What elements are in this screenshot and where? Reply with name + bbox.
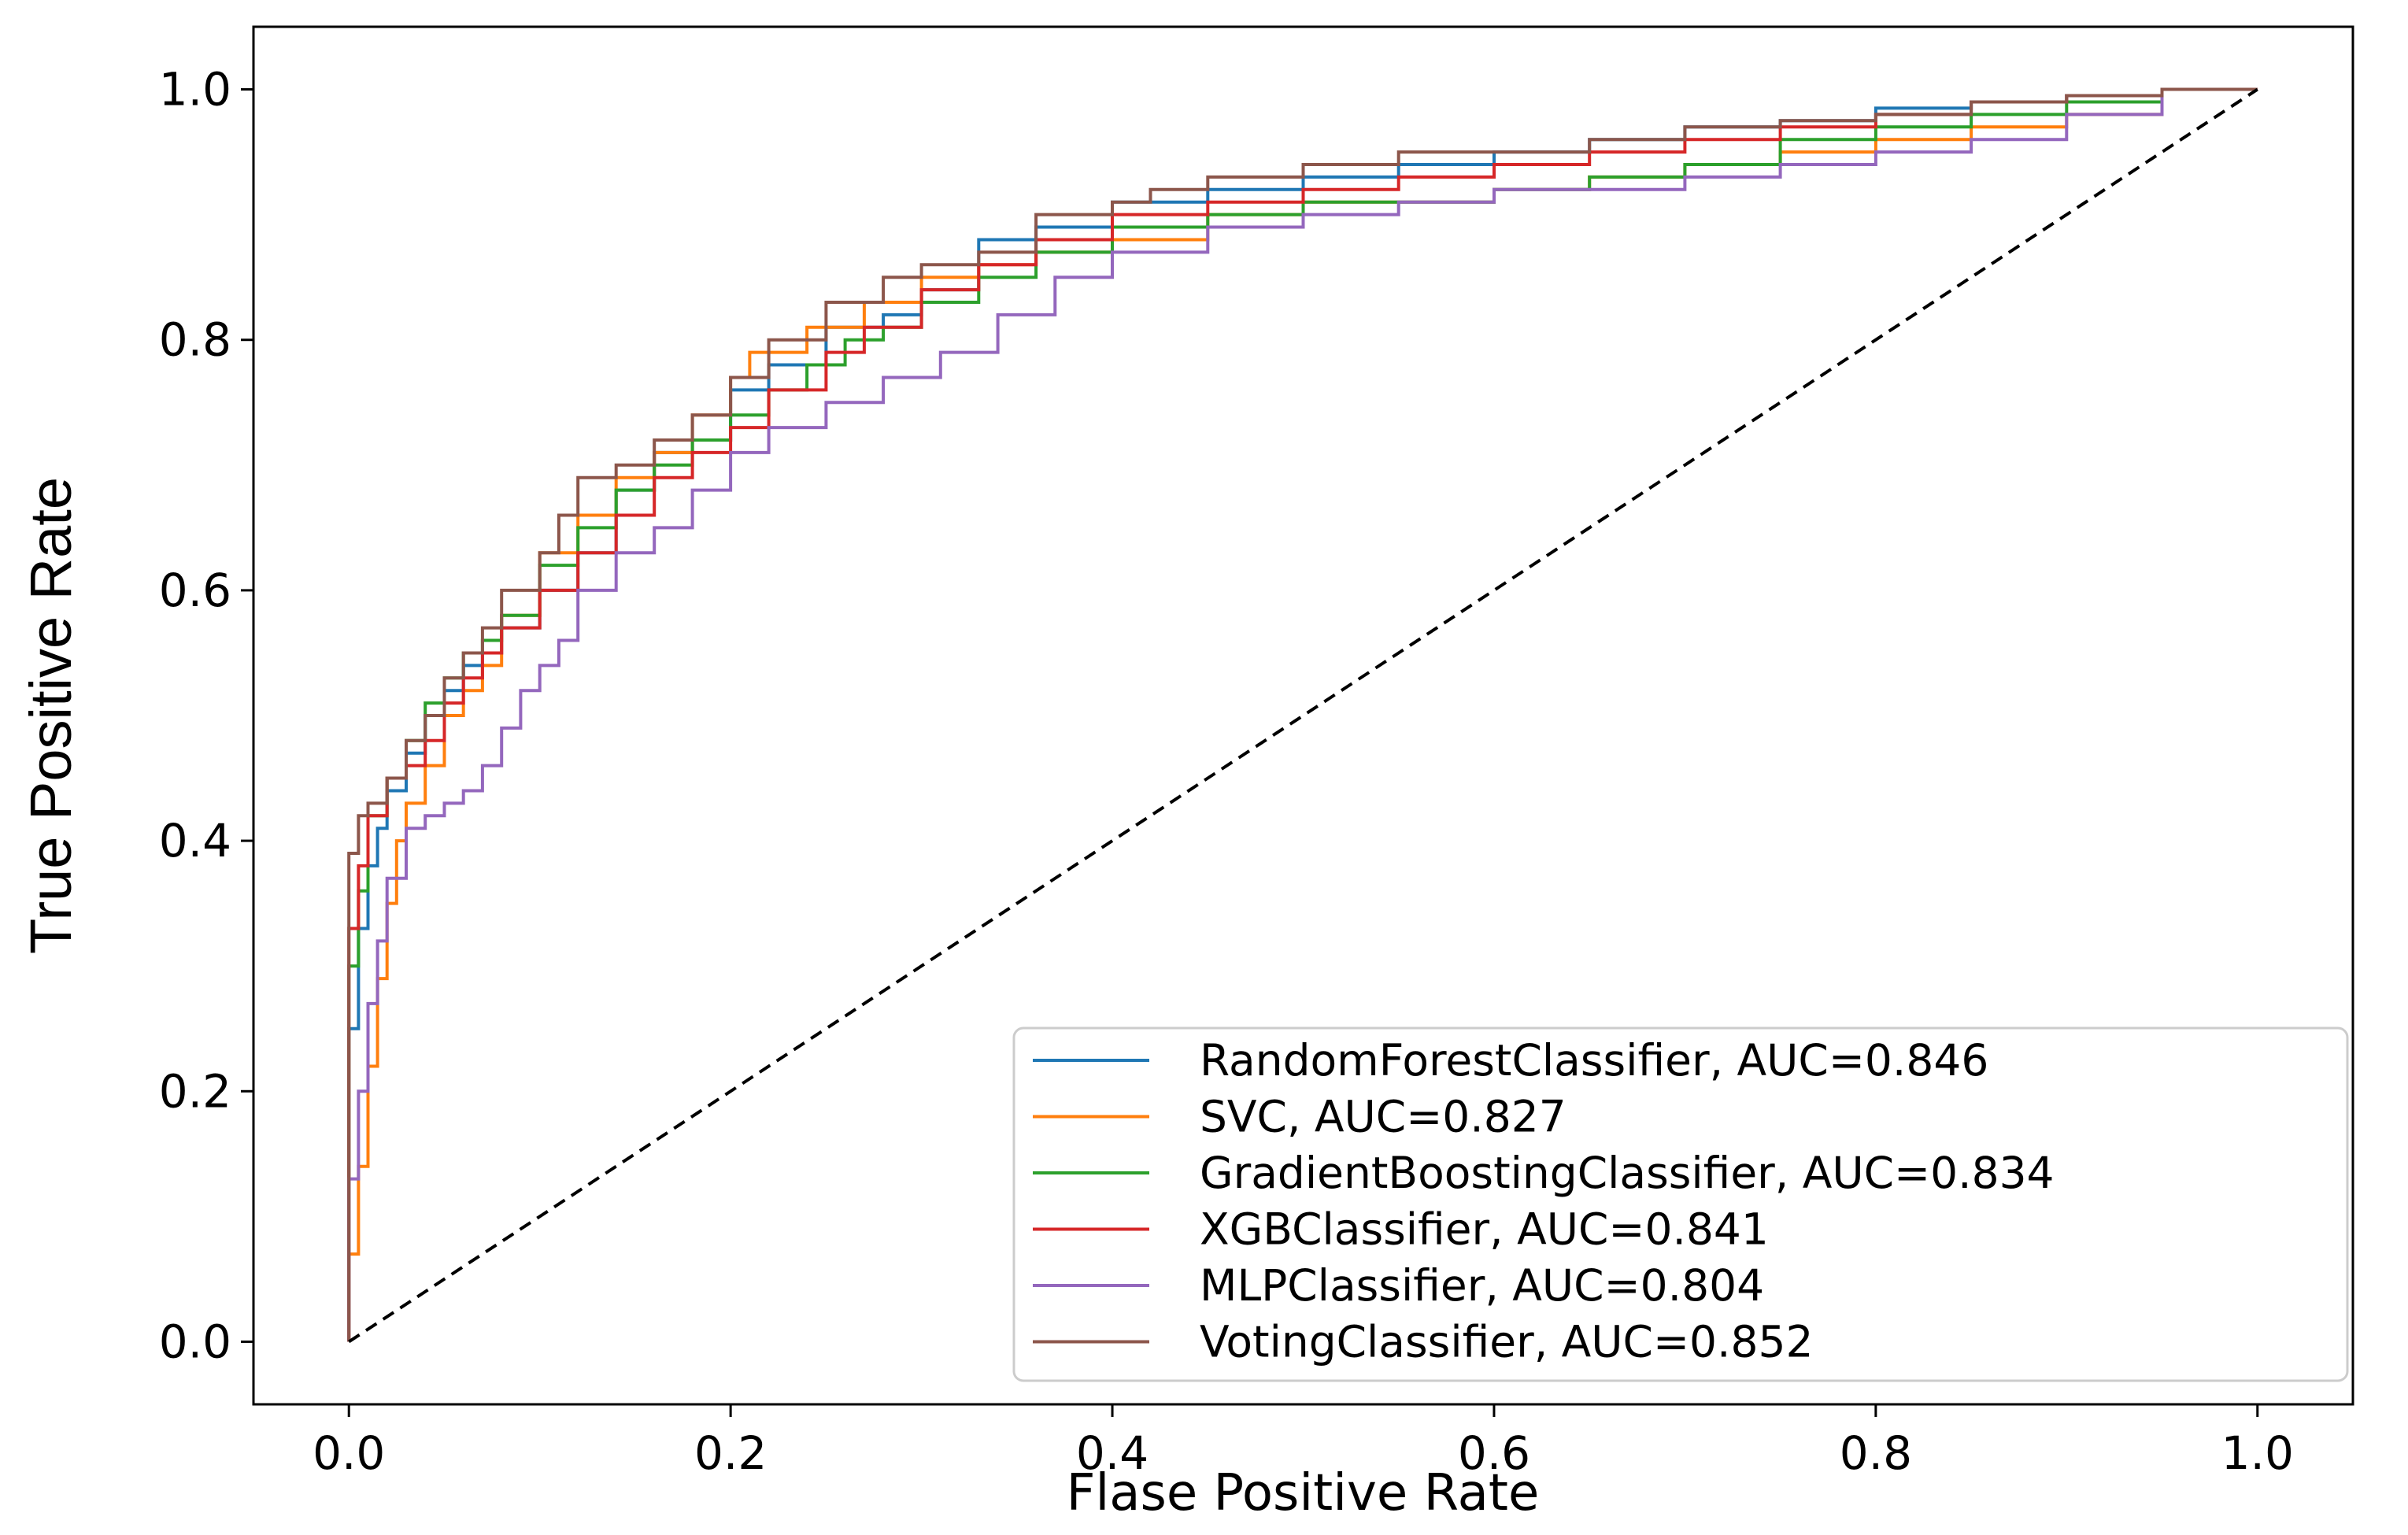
legend-label: VotingClassifier, AUC=0.852	[1200, 1317, 1813, 1367]
x-axis-title: Flase Positive Rate	[1067, 1464, 1540, 1522]
legend-label: RandomForestClassifier, AUC=0.846	[1200, 1035, 1988, 1086]
series-line-5	[347, 87, 2258, 1342]
legend-label: GradientBoostingClassifier, AUC=0.834	[1200, 1148, 2055, 1198]
y-tick-label: 1.0	[159, 63, 231, 117]
legend-label: MLPClassifier, AUC=0.804	[1200, 1260, 1764, 1311]
legend-label: XGBClassifier, AUC=0.841	[1200, 1204, 1769, 1255]
x-tick-label: 0.6	[1458, 1426, 1530, 1480]
x-tick-label: 1.0	[2221, 1426, 2294, 1480]
x-axis-ticks: 0.0 0.2 0.4 0.6 0.8 1.0	[313, 1404, 2294, 1480]
plot-frame	[252, 25, 2354, 1406]
y-tick-label: 0.0	[159, 1315, 231, 1368]
y-tick-label: 0.6	[159, 564, 231, 617]
legend-frame	[1012, 1026, 2349, 1382]
chance-baseline	[348, 87, 2258, 1344]
y-tick-label: 0.8	[159, 313, 231, 367]
legend-label: SVC, AUC=0.827	[1200, 1092, 1566, 1142]
series-line-6	[347, 87, 2258, 1342]
baseline-layer	[348, 87, 2258, 1344]
y-tick-label: 0.2	[159, 1064, 231, 1118]
series-layer	[347, 87, 2258, 1342]
x-tick-label: 0.0	[313, 1426, 385, 1480]
series-line-4	[347, 87, 2258, 1342]
y-tick-label: 0.4	[159, 814, 231, 867]
y-axis-ticks: 0.0 0.2 0.4 0.6 0.8 1.0	[159, 63, 253, 1368]
x-tick-label: 0.8	[1840, 1426, 1912, 1480]
legend: RandomForestClassifier, AUC=0.846 SVC, AU…	[1012, 1026, 2349, 1382]
x-tick-label: 0.4	[1076, 1426, 1149, 1480]
x-tick-label: 0.2	[694, 1426, 767, 1480]
y-axis-title: True Positive Rate	[18, 477, 83, 954]
